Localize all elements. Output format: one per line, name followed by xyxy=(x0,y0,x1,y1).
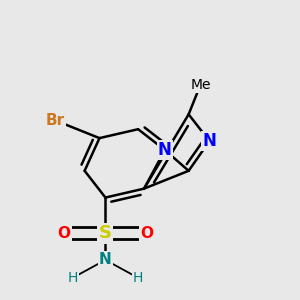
Text: O: O xyxy=(57,226,70,241)
Text: O: O xyxy=(140,226,154,241)
Text: Me: Me xyxy=(190,78,211,92)
Text: S: S xyxy=(99,224,112,242)
Text: H: H xyxy=(68,271,78,285)
Text: H: H xyxy=(133,271,143,285)
Text: N: N xyxy=(202,132,216,150)
Text: N: N xyxy=(158,141,172,159)
Text: Br: Br xyxy=(45,113,64,128)
Text: N: N xyxy=(99,253,112,268)
